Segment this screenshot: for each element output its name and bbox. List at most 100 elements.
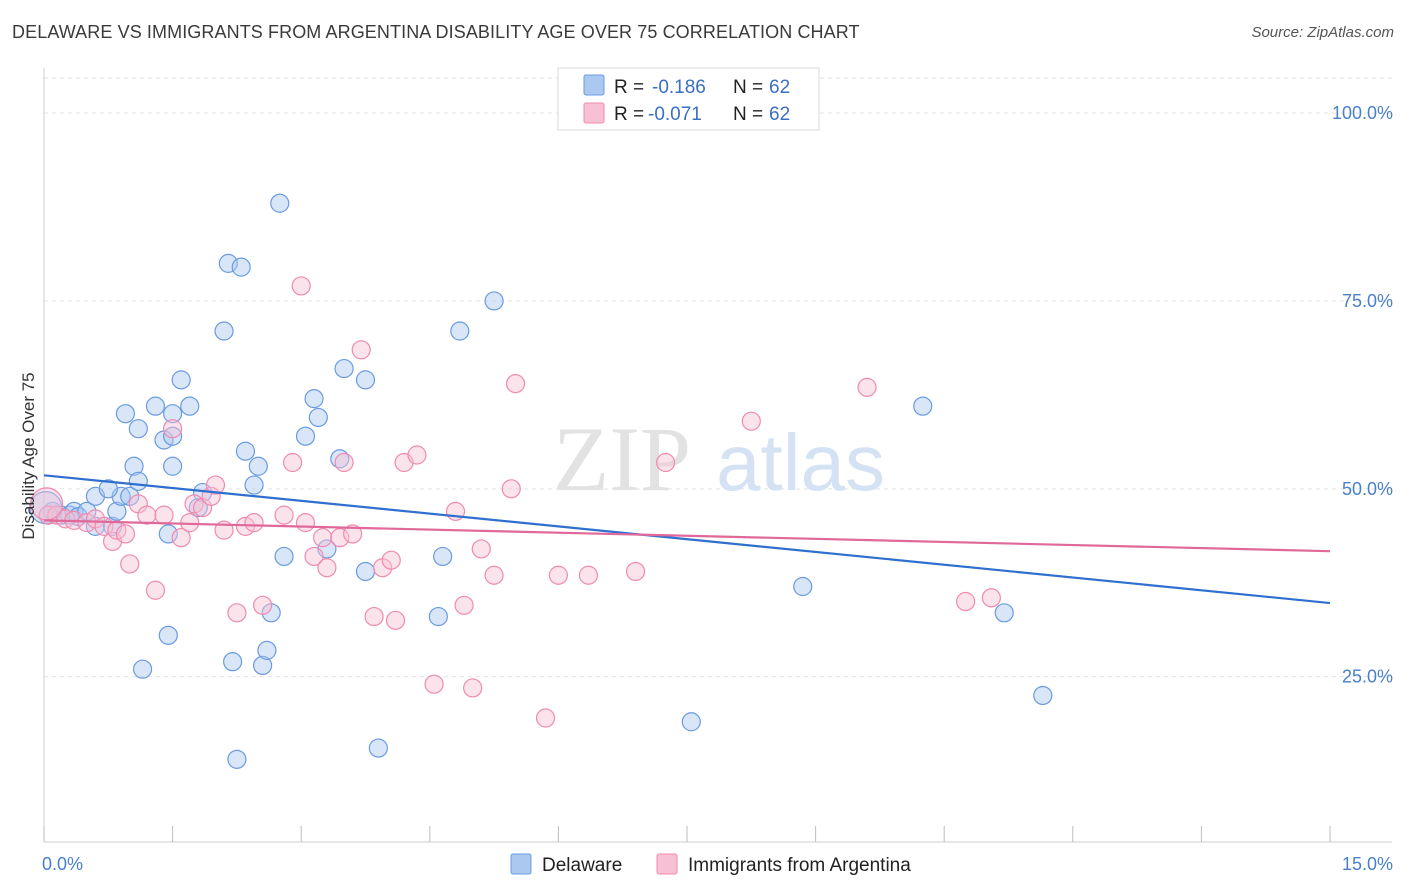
point-argentina-28 [283,452,303,473]
axes [43,68,1392,843]
point-argentina-35 [334,452,354,473]
point-argentina-29 [291,276,311,296]
point-argentina-48 [471,539,491,559]
point-delaware-55 [484,291,504,311]
point-delaware-50 [355,561,376,582]
point-delaware-41 [270,193,290,213]
point-argentina-52 [535,708,556,728]
point-delaware-26 [163,426,183,446]
point-delaware-15 [128,471,148,491]
y-tick-label-2: 75.0% [1342,291,1393,311]
point-delaware-22 [171,370,191,390]
point-delaware-56 [681,712,701,732]
y-axis-label: Disability Age Over 75 [19,372,38,539]
point-delaware-33 [235,441,256,461]
x-tick-label-0: 0.0% [42,854,83,874]
point-delaware-36 [223,652,243,672]
point-delaware-48 [334,358,354,379]
point-argentina-41 [385,610,406,630]
chart-title: DELAWARE VS IMMIGRANTS FROM ARGENTINA DI… [12,22,860,42]
point-delaware-44 [304,389,324,409]
point-argentina-53 [548,565,569,585]
point-argentina-54 [578,565,599,585]
point-argentina-47 [463,678,483,698]
point-argentina-55 [625,561,646,582]
point-delaware-16 [128,419,148,439]
point-delaware-60 [1033,685,1053,706]
point-argentina-15 [163,419,183,439]
point-argentina-36 [343,524,363,544]
point-argentina-43 [407,445,427,465]
point-delaware-38 [253,655,273,676]
point-argentina-23 [227,603,247,623]
point-delaware-17 [115,404,136,424]
point-argentina-60 [981,588,1001,608]
point-delaware-13 [98,479,118,499]
point-delaware-43 [295,426,316,446]
point-delaware-45 [308,407,328,428]
point-argentina-38 [364,606,384,627]
point-delaware-57 [793,576,813,597]
point-argentina-51 [505,374,526,394]
point-argentina-27 [274,505,294,525]
point-argentina-12 [137,505,157,525]
point-delaware-52 [428,606,448,627]
legend-r-value-2: -0.071 [648,104,702,125]
point-delaware-31 [218,253,238,273]
point-delaware-54 [450,321,470,341]
point-argentina-14 [154,505,174,525]
point-argentina-59 [956,591,976,612]
correlation-legend: R = -0.186 N = 62 R = -0.071 N = 62 [557,67,820,131]
legend-n-label-1: N = [733,77,763,98]
point-delaware-29 [132,659,153,679]
point-argentina-30 [295,513,316,533]
y-tick-labels: 25.0% 50.0% 75.0% 100.0% [1332,103,1393,687]
point-argentina-25 [244,513,264,533]
y-tick-label-3: 100.0% [1332,103,1393,123]
legend-n-label-2: N = [733,104,763,125]
bottom-legend-swatch-argentina [656,853,678,875]
point-argentina-44 [424,674,444,694]
point-argentina-46 [454,595,474,615]
point-argentina-9 [115,524,136,544]
x-tick-label-1: 15.0% [1342,854,1393,874]
bottom-legend-swatch-delaware [510,853,532,875]
point-delaware-27 [158,524,178,544]
point-delaware-35 [248,456,268,476]
point-argentina-16 [171,528,191,548]
point-delaware-42 [274,546,294,567]
point-delaware-18 [145,396,166,416]
point-argentina-49 [484,565,504,585]
point-delaware-10 [107,501,127,521]
bottom-legend-label-delaware: Delaware [542,855,622,876]
point-argentina-50 [501,479,521,499]
x-ticks [43,826,1331,842]
point-argentina-34 [330,528,350,548]
legend-swatch-argentina [583,102,605,124]
legend-swatch-delaware [583,74,605,96]
point-argentina-10 [120,554,140,574]
legend-r-value-1: -0.186 [652,77,706,98]
point-delaware-23 [180,396,200,416]
point-delaware-34 [244,475,264,495]
point-delaware-14 [124,456,144,476]
y-tick-label-0: 25.0% [1342,667,1393,687]
legend-n-value-2: 62 [769,104,790,125]
grid-lines [44,77,1392,678]
point-argentina-13 [145,580,166,600]
point-delaware-53 [433,546,453,567]
watermark-zip: ZIP [553,408,691,510]
point-delaware-28 [158,625,178,645]
point-argentina-33 [317,558,337,578]
y-tick-label-1: 50.0% [1342,479,1393,499]
point-delaware-21 [163,404,183,424]
trend-line-argentina [43,519,1331,553]
point-argentina-57 [741,411,761,431]
chart-source: Source: ZipAtlas.com [1251,24,1394,41]
point-argentina-37 [351,340,371,360]
point-argentina-56 [655,452,676,473]
watermark: ZIP atlas [553,408,885,510]
point-delaware-39 [257,640,277,660]
data-points [29,193,1053,769]
